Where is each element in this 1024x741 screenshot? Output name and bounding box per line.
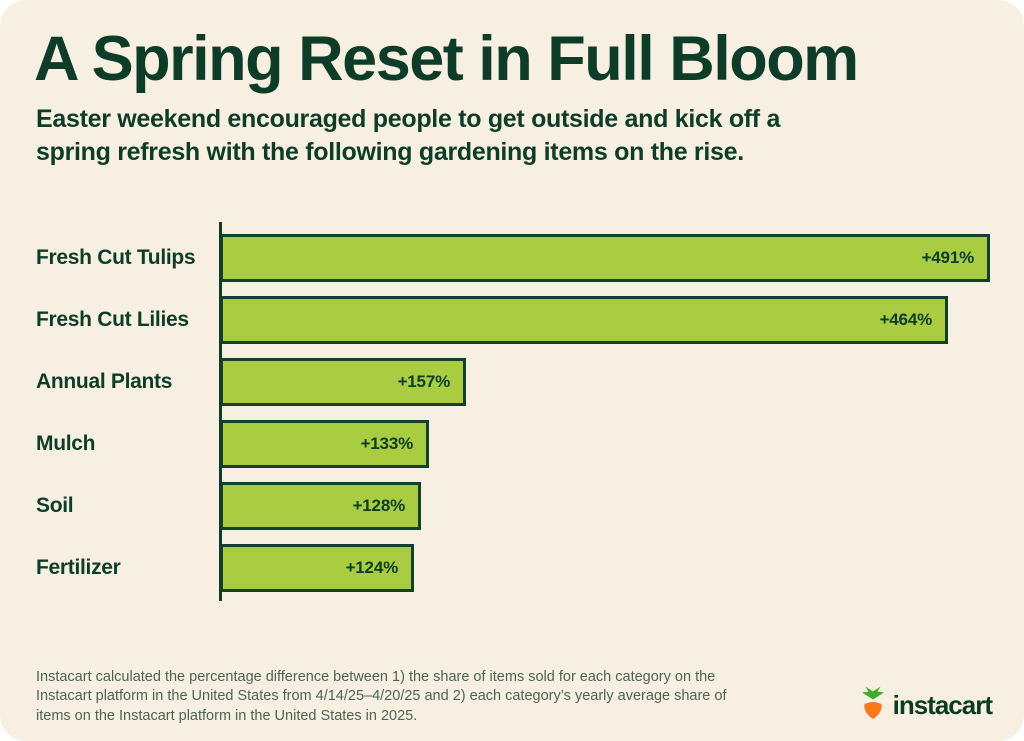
footnote-line-2: Instacart platform in the United States …: [36, 688, 727, 705]
bar-value-label: +133%: [360, 434, 414, 453]
bar-value-label: +464%: [879, 310, 933, 329]
category-label: Mulch: [36, 432, 96, 455]
subtitle-line-1: Easter weekend encouraged people to get …: [36, 105, 781, 133]
bar: +124%: [220, 544, 414, 592]
footnote-line-1: Instacart calculated the percentage diff…: [36, 669, 716, 685]
category-label: Fertilizer: [36, 556, 121, 579]
y-axis-baseline: [219, 222, 222, 601]
category-label: Fresh Cut Tulips: [36, 246, 196, 269]
bar: +464%: [220, 296, 948, 344]
bar-value-label: +128%: [352, 496, 406, 515]
instacart-wordmark: instacart: [892, 690, 993, 720]
bar: +128%: [220, 482, 421, 530]
page-subtitle: Easter weekend encouraged people to get …: [36, 103, 780, 169]
page-title: A Spring Reset in Full Bloom: [34, 24, 859, 94]
footnote-line-3: items on the Instacart platform in the U…: [36, 707, 418, 724]
bar-value-label: +491%: [921, 248, 975, 267]
bar: +133%: [220, 420, 429, 468]
category-label: Fresh Cut Lilies: [36, 308, 189, 331]
methodology-footnote: Instacart calculated the percentage diff…: [36, 668, 727, 726]
bar-value-label: +157%: [397, 372, 451, 391]
subtitle-line-2: spring refresh with the following garden…: [36, 138, 744, 166]
category-label: Annual Plants: [36, 370, 173, 393]
category-label: Soil: [36, 494, 74, 517]
carrot-icon: [861, 686, 884, 719]
bar: +157%: [220, 358, 466, 406]
instacart-logo: instacart: [858, 686, 993, 720]
bar: +491%: [220, 234, 990, 282]
bar-value-label: +124%: [345, 558, 399, 577]
